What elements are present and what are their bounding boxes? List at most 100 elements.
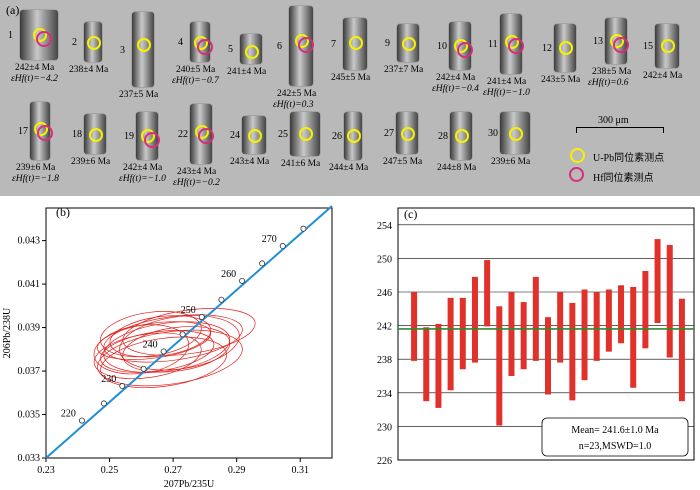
age-error-bar — [459, 297, 466, 370]
age-error-bar — [581, 289, 588, 381]
upb-spot-icon — [349, 36, 363, 50]
upb-spot-icon — [87, 36, 101, 50]
grain-age-label: 243±5 Ma — [541, 75, 581, 85]
grain-number: 12 — [542, 43, 552, 54]
concordia-age-marker — [279, 243, 286, 250]
grain-age-label: 244±4 Ma — [329, 163, 369, 173]
concordia-x-axis-label: 207Pb/235U — [164, 479, 215, 490]
grain-number: 19 — [124, 131, 134, 142]
zircon-grain — [344, 112, 362, 160]
grain-number: 4 — [178, 37, 183, 48]
hf-spot-icon — [457, 42, 473, 58]
zircon-grain — [136, 112, 160, 160]
zircon-grain — [397, 24, 419, 62]
age-error-bar — [545, 317, 551, 395]
upb-spot-icon — [245, 45, 259, 59]
zircon-grain — [449, 22, 473, 70]
grain-ehf-label: εHf(t)=−0.2 — [173, 178, 220, 188]
age-error-bar — [411, 292, 418, 361]
hf-spot-icon — [144, 132, 160, 148]
panel-a-label: (a) — [6, 3, 20, 17]
y-tick-label: 0.043 — [18, 236, 41, 247]
grain-number: 2 — [72, 37, 77, 48]
zircon-grain — [242, 116, 266, 154]
zircon-grain — [605, 18, 629, 64]
grain-number: 26 — [332, 131, 342, 142]
y-tick-label: 250 — [377, 254, 392, 265]
age-error-bar — [447, 297, 454, 391]
zircon-grain — [343, 18, 367, 70]
grain-age-label: 238±4 Ma — [69, 65, 109, 75]
concordia-age-marker — [239, 277, 246, 284]
age-error-bar — [605, 289, 612, 352]
y-tick-label: 0.037 — [18, 366, 41, 377]
x-tick-label: 0.25 — [101, 465, 119, 476]
concordia-ellipses — [93, 308, 256, 388]
grain-age-label: 242±4 Ma — [123, 163, 163, 173]
grain-ehf-label: εHf(t)=−0.4 — [432, 84, 479, 94]
y-tick-label: 246 — [377, 288, 392, 299]
upb-spot-icon — [509, 127, 523, 141]
error-ellipse — [103, 321, 231, 373]
grain-age-label: 241±6 Ma — [281, 159, 321, 169]
concordia-age-label: 260 — [221, 269, 236, 280]
error-ellipse — [100, 336, 227, 388]
grain-age-label: 242±4 Ma — [643, 71, 683, 81]
weighted-mean-chart: (c) 226 230 234 238 242 246 250 254 Mean= 241.6… — [377, 207, 695, 467]
upb-spot-icon — [89, 128, 103, 142]
legend-upb-label: U-Pb同位素测点 — [593, 153, 665, 164]
age-error-bar — [666, 244, 673, 358]
grain-number: 7 — [331, 39, 336, 50]
grain-age-label: 241±4 Ma — [227, 67, 267, 77]
error-ellipse — [122, 308, 256, 356]
concordia-age-label: 250 — [181, 305, 196, 316]
age-error-bar — [435, 323, 442, 408]
age-error-bar — [678, 298, 685, 402]
grain-age-label: 239±6 Ma — [16, 163, 56, 173]
zircon-grain — [396, 112, 418, 154]
concordia-age-label: 240 — [143, 339, 158, 350]
y-tick-label: 238 — [377, 355, 392, 366]
concordia-age-marker — [140, 365, 147, 372]
concordia-age-markers: 220 230 240 250 260 270 — [61, 225, 307, 424]
y-tick-label: 0.041 — [18, 279, 41, 290]
upb-spot-icon — [559, 41, 573, 55]
concordia-age-marker — [300, 225, 307, 232]
age-error-bar — [569, 302, 576, 401]
concordia-x-ticks: 0.23 0.25 0.27 0.29 0.31 — [37, 458, 309, 476]
hf-spot-icon — [197, 39, 213, 55]
y-tick-label: 0.033 — [18, 453, 41, 464]
error-ellipse — [100, 311, 202, 358]
zircon-grain — [290, 112, 320, 156]
hf-spot-icon — [298, 37, 314, 53]
x-tick-label: 0.29 — [228, 465, 246, 476]
panel-b-label: (b) — [56, 205, 70, 219]
mean-y-ticks: 226 230 234 238 242 246 250 254 — [377, 221, 392, 467]
grain-age-label: 242±5 Ma — [277, 89, 317, 99]
grain-age-label: 243±4 Ma — [177, 167, 217, 177]
mean-annotation-line-2: n=23,MSWD=1.0 — [579, 441, 651, 452]
upb-spot-icon — [347, 129, 361, 143]
hf-spot-icon — [613, 37, 629, 53]
age-error-bar — [496, 306, 503, 426]
grain-ehf-label: εHf(t)=−1.0 — [119, 174, 166, 184]
error-ellipse — [96, 321, 212, 360]
grain-number: 5 — [228, 44, 233, 55]
zircon-grain — [554, 24, 576, 72]
concordia-age-marker — [198, 313, 205, 320]
grain-age-label: 244±8 Ma — [437, 163, 477, 173]
grain-age-label: 245±5 Ma — [331, 73, 371, 83]
grain-number: 15 — [643, 41, 653, 52]
concordia-age-marker — [78, 417, 85, 424]
y-tick-label: 226 — [377, 456, 392, 467]
grain-number: 11 — [488, 39, 498, 50]
hf-spot-legend-icon — [569, 167, 584, 182]
concordia-y-axis-label: 206Pb/238U — [2, 307, 13, 358]
y-tick-label: 0.035 — [18, 410, 41, 421]
grain-number: 1 — [8, 30, 13, 41]
zircon-grain — [84, 114, 106, 154]
grain-number: 30 — [488, 128, 498, 139]
age-error-bar — [618, 285, 625, 344]
y-tick-label: 242 — [377, 322, 392, 333]
grain-age-label: 237±5 Ma — [119, 90, 159, 100]
